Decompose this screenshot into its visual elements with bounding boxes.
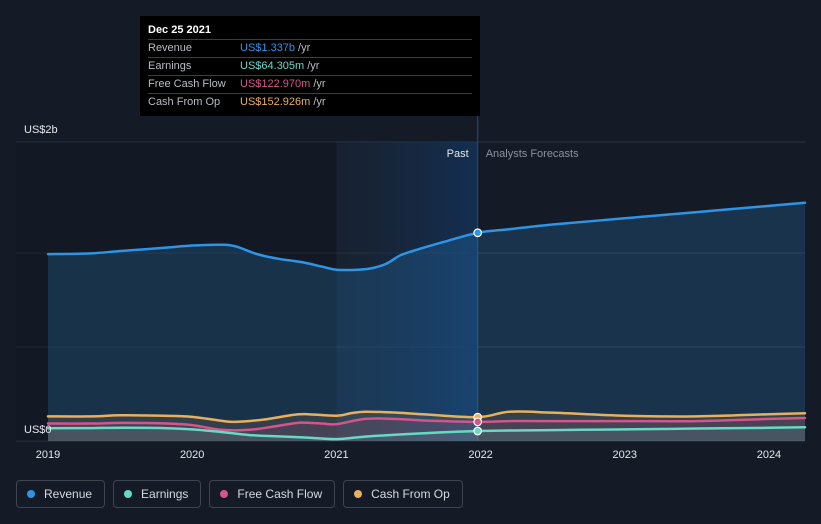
tooltip-value: US$152.926m [240,96,311,108]
tooltip-label: Free Cash Flow [148,78,226,90]
x-tick-label: 2019 [36,449,60,461]
tooltip-value: US$64.305m [240,60,305,72]
legend-label: Cash From Op [371,487,450,501]
series-markers [473,228,483,436]
tooltip-unit: /yr [307,60,320,72]
legend-item-revenue[interactable]: Revenue [16,480,106,508]
legend-label: Earnings [141,487,189,501]
tooltip-row-earnings: Earnings US$64.305m /yr [148,57,472,75]
legend-item-free-cash-flow[interactable]: Free Cash Flow [209,480,336,508]
tooltip-label: Revenue [148,42,193,54]
tooltip-label: Cash From Op [148,96,221,108]
x-tick-label: 2021 [324,449,348,461]
tooltip-row-revenue: Revenue US$1.337b /yr [148,39,472,57]
data-tooltip: Dec 25 2021 Revenue US$1.337b /yr Earnin… [140,16,480,116]
y-axis-bottom-label: US$0 [24,424,52,436]
x-tick-label: 2023 [613,449,637,461]
x-tick-label: 2020 [180,449,204,461]
fcf-area [48,417,805,441]
past-label: Past [447,148,469,160]
tooltip-row-free-cash-flow: Free Cash Flow US$122.970m /yr [148,75,472,93]
tooltip-label: Earnings [148,60,192,72]
tooltip-unit: /yr [298,42,311,54]
past-highlight-band [16,16,479,441]
axes: US$2b US$0 2019 2020 2021 2022 2023 2024 Past Ana… [24,124,781,461]
tooltip-value: US$122.970m [240,78,311,90]
legend-item-earnings[interactable]: Earnings [113,480,202,508]
legend-label: Revenue [44,487,93,501]
legend-label: Free Cash Flow [237,487,323,501]
y-axis-top-label: US$2b [24,124,58,136]
revenue-line [46,201,807,272]
fcf-line [46,416,807,432]
free-cash-flow-dot-icon [220,490,229,498]
forecast-label: Analysts Forecasts [486,148,579,160]
cfo-line [46,410,807,424]
x-tick-label: 2022 [468,449,492,461]
tooltip-value: US$1.337b [240,42,296,54]
cash-from-op-dot-icon [354,490,363,498]
past-region-rect [16,142,337,441]
revenue-area [48,202,805,441]
tooltip-unit: /yr [313,96,326,108]
fcf-marker [473,417,483,427]
revenue-dot-icon [27,490,35,498]
past-highlight-rect [336,142,478,441]
tooltip-date: Dec 25 2021 [148,24,211,36]
series-lines [46,201,807,441]
earnings-line [46,426,807,441]
earnings-dot-icon [124,490,133,498]
tooltip-unit: /yr [313,78,326,90]
tooltip-row-cash-from-op: Cash From Op US$152.926m /yr [148,93,472,111]
x-tick-label: 2024 [757,449,781,461]
earnings-marker [473,426,483,436]
chart-legend: Revenue Earnings Free Cash Flow Cash Fro… [16,480,463,510]
legend-item-cash-from-op[interactable]: Cash From Op [343,480,463,508]
revenue-marker [473,228,483,238]
